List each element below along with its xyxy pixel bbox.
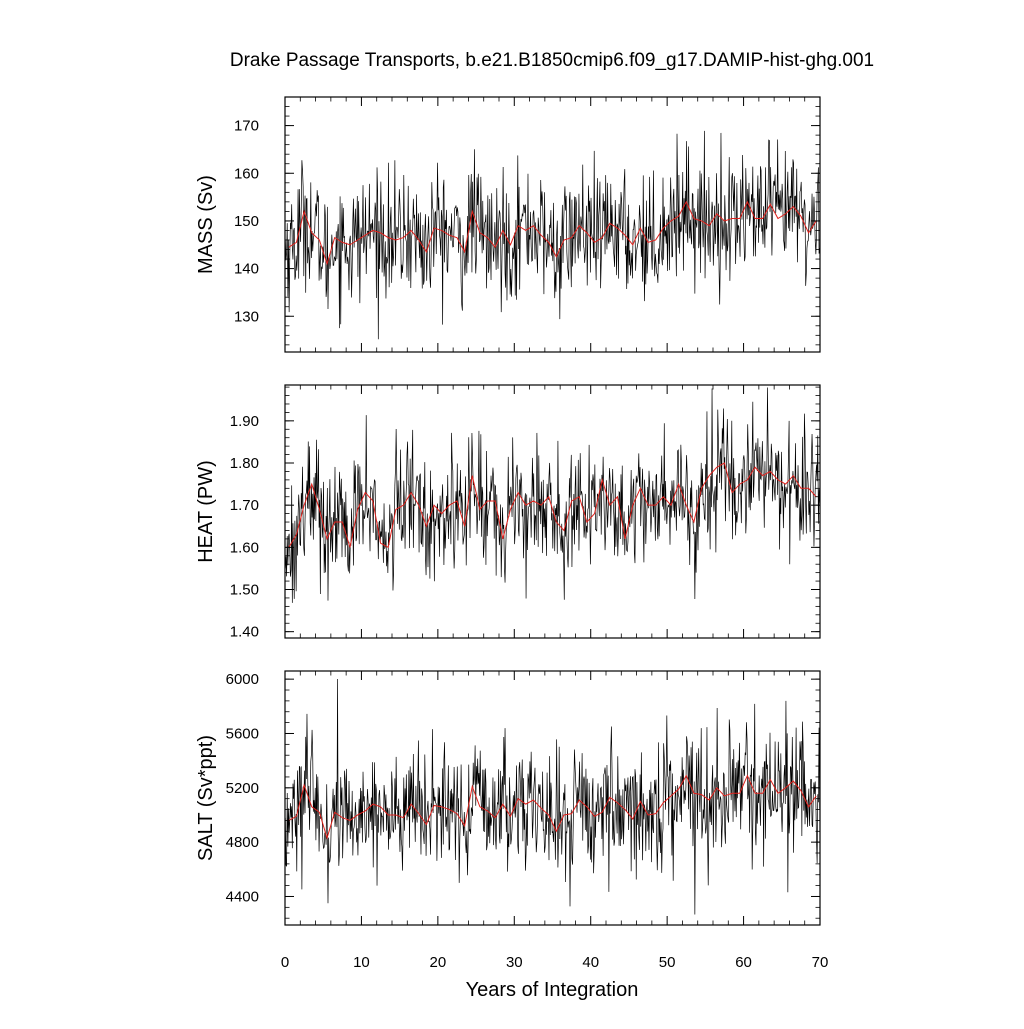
salt-annual-line	[288, 774, 817, 840]
x-tick-label-5: 50	[659, 954, 676, 971]
salt-ytick-label-0: 4400	[226, 888, 259, 905]
heat-y-axis-title: HEAT (PW)	[195, 460, 217, 563]
heat-annual-line	[288, 462, 817, 549]
panel-mass: 130 140 150 160 170 MASS (Sv)	[195, 96, 821, 353]
heat-ytick-label-1: 1.50	[230, 582, 259, 599]
mass-y-axis-title: MASS (Sv)	[195, 175, 217, 274]
mass-ytick-label-2: 150	[234, 213, 259, 230]
salt-ytick-label-4: 6000	[226, 671, 259, 688]
x-tick-label-4: 40	[582, 954, 599, 971]
salt-y-axis-title: SALT (Sv*ppt)	[195, 735, 217, 861]
mass-plot-frame	[284, 96, 821, 353]
x-tick-label-7: 70	[812, 954, 829, 971]
panels-group: 130 140 150 160 170 MASS (Sv) 1.40 1.50 1.60 1.70…	[195, 96, 829, 971]
heat-ytick-label-3: 1.70	[230, 497, 259, 514]
heat-ytick-label-5: 1.90	[230, 413, 259, 430]
heat-ytick-label-2: 1.60	[230, 539, 259, 556]
mass-monthly-line	[284, 130, 821, 340]
x-tick-label-1: 10	[353, 954, 370, 971]
x-axis-title: Years of Integration	[466, 979, 639, 1001]
mass-ytick-label-4: 170	[234, 118, 259, 135]
heat-ytick-label-4: 1.80	[230, 455, 259, 472]
x-tick-label-0: 0	[281, 954, 289, 971]
x-tick-label-2: 20	[430, 954, 447, 971]
chart-title: Drake Passage Transports, b.e21.B1850cmi…	[230, 50, 874, 71]
x-tick-label-3: 30	[506, 954, 523, 971]
x-tick-label-6: 60	[735, 954, 752, 971]
salt-monthly-line	[284, 678, 821, 915]
salt-ytick-label-2: 5200	[226, 780, 259, 797]
mass-ytick-label-1: 140	[234, 261, 259, 278]
salt-ytick-label-3: 5600	[226, 725, 259, 742]
mass-ytick-label-3: 160	[234, 165, 259, 182]
salt-plot-frame	[284, 670, 821, 926]
panel-salt: 4400 4800 5200 5600 6000 SALT (Sv*ppt) 0 10 20 30…	[195, 670, 829, 971]
mass-annual-line	[288, 200, 817, 266]
mass-ytick-label-0: 130	[234, 308, 259, 325]
panel-heat: 1.40 1.50 1.60 1.70 1.80 1.90 HEAT (PW)	[195, 384, 821, 641]
heat-monthly-line	[284, 387, 821, 603]
heat-ytick-label-0: 1.40	[230, 624, 259, 641]
heat-plot-frame	[284, 384, 821, 639]
salt-ytick-label-1: 4800	[226, 834, 259, 851]
